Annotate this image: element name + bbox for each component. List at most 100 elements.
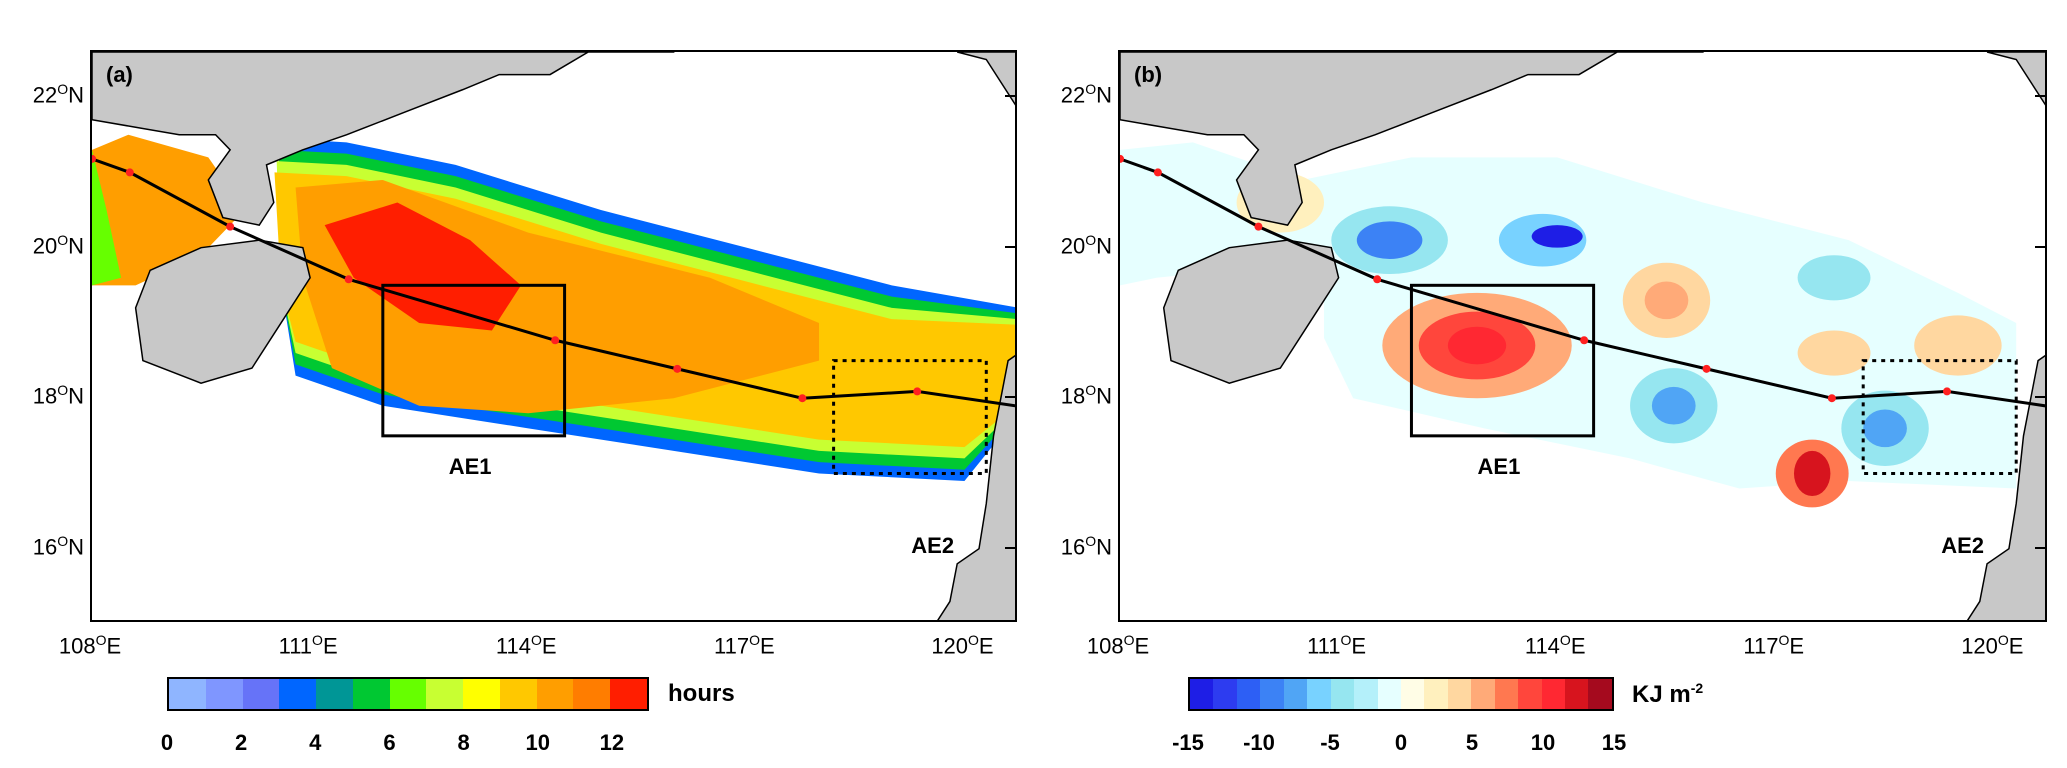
tick-mark	[1005, 396, 1015, 399]
box-ae2	[1861, 359, 2018, 475]
colorbar-tick-label: 0	[160, 730, 174, 755]
colorbar-unit-energy: KJ m-2	[1632, 680, 1704, 708]
lat-tick-label: 22ON	[32, 81, 84, 108]
colorbar-bin	[1354, 679, 1378, 709]
colorbar-bin	[1236, 679, 1261, 709]
lon-tick-label: 108OE	[58, 632, 122, 659]
map-canvas-a	[92, 52, 1017, 620]
colorbar-tick-label: 5	[1465, 730, 1479, 755]
colorbar-tick-label: 8	[457, 730, 470, 755]
map-canvas-b	[1120, 52, 2045, 620]
colorbar-bin	[1518, 679, 1542, 709]
colorbar-bin	[1400, 679, 1425, 709]
anomaly-negative	[1797, 255, 1871, 301]
tick-mark	[2035, 245, 2045, 248]
track-point	[1016, 402, 1017, 410]
colorbar-tick-label: 10	[525, 730, 550, 755]
tick-mark	[1005, 95, 1015, 98]
colorbar-bin	[205, 679, 243, 709]
track-point	[1120, 154, 1124, 163]
box-label-ae1: AE1	[1477, 453, 1521, 479]
colorbar-bin	[1377, 679, 1401, 709]
colorbar-bin	[1588, 679, 1612, 709]
field-band	[92, 149, 122, 286]
track-point	[798, 394, 807, 403]
colorbar-bin	[499, 679, 537, 709]
box-ae1	[381, 283, 567, 438]
tick-mark	[2035, 396, 2045, 399]
land-taiwan	[957, 52, 1015, 106]
lat-tick-label: 20ON	[1060, 231, 1112, 258]
colorbar-bin	[1424, 679, 1448, 709]
colorbar-bin	[1565, 679, 1589, 709]
colorbar-tick-label: 0	[1394, 730, 1408, 755]
land-hainan	[1162, 239, 1340, 384]
lon-tick-label: 114OE	[1524, 632, 1586, 659]
box-ae1	[1409, 283, 1596, 438]
lat-tick-label: 18ON	[32, 382, 84, 409]
colorbar-tick-label: 10	[1530, 730, 1556, 755]
box-label-ae2: AE2	[911, 533, 955, 559]
colorbar-bin	[316, 679, 353, 709]
colorbar-bin	[1447, 679, 1472, 709]
box-label-ae2: AE2	[1941, 533, 1984, 559]
lon-tick-label: 111OE	[278, 632, 338, 659]
colorbar-tick-label: 12	[599, 730, 625, 755]
lat-tick-label: 22ON	[1060, 81, 1112, 108]
colorbar-bin	[1260, 679, 1284, 709]
anomaly-positive	[1793, 450, 1831, 497]
colorbar-bin	[1307, 679, 1331, 709]
colorbar-bin	[426, 679, 464, 709]
land-hainan	[134, 239, 311, 384]
colorbar-tick-label: 4	[309, 730, 322, 755]
panel-label: (b)	[1134, 62, 1163, 87]
colorbar-bin	[352, 679, 390, 709]
anomaly-negative	[1863, 409, 1907, 448]
colorbar-bin	[1541, 679, 1565, 709]
lat-tick-label: 16ON	[1060, 532, 1112, 560]
colorbar-bin	[1283, 679, 1308, 709]
track-point	[1373, 275, 1382, 284]
lon-tick-label: 120OE	[931, 632, 994, 659]
track-point	[1580, 336, 1589, 345]
track-point	[913, 387, 922, 396]
colorbar-bin	[1494, 679, 1519, 709]
colorbar-bin	[1190, 679, 1214, 709]
tick-mark	[2035, 95, 2045, 98]
land-luzon	[1966, 354, 2045, 620]
colorbar-bin	[1213, 679, 1237, 709]
colorbar-tick-label: 2	[235, 730, 248, 755]
land-mainland	[1120, 52, 1704, 226]
colorbar-hours	[167, 677, 649, 711]
panel-label: (a)	[106, 62, 133, 87]
tick-mark	[1005, 245, 1015, 248]
panel-b-map: (b) AE1 AE2	[1118, 50, 2047, 622]
track-point	[226, 222, 235, 231]
colorbar-bin	[610, 679, 647, 709]
lon-tick-label: 117OE	[1743, 632, 1805, 659]
anomaly-positive	[1644, 281, 1689, 320]
colorbar-bin	[1471, 679, 1495, 709]
colorbar-tick-label: 15	[1601, 730, 1627, 755]
anomaly-positive	[1447, 326, 1507, 365]
track-point	[1254, 222, 1263, 231]
land-taiwan	[1986, 52, 2045, 106]
colorbar-tick-label: 6	[383, 730, 396, 755]
land-mainland	[92, 52, 675, 226]
colorbar-energy	[1188, 677, 1614, 711]
box-ae2	[832, 359, 988, 475]
box-label-ae1: AE1	[448, 453, 492, 479]
lat-tick-label: 20ON	[32, 231, 84, 258]
track-point	[1702, 364, 1711, 373]
lon-tick-label: 117OE	[714, 632, 775, 659]
colorbar-bin	[1330, 679, 1355, 709]
tick-mark	[2035, 546, 2045, 549]
colorbar-tick-label: -10	[1243, 730, 1275, 755]
colorbar-bin	[389, 679, 427, 709]
lon-tick-label: 120OE	[1961, 632, 2024, 659]
colorbar-bin	[169, 679, 206, 709]
colorbar-bin	[242, 679, 280, 709]
lon-tick-label: 111OE	[1307, 632, 1367, 659]
track-point	[551, 336, 560, 345]
colorbar-tick-label: -5	[1320, 730, 1340, 755]
